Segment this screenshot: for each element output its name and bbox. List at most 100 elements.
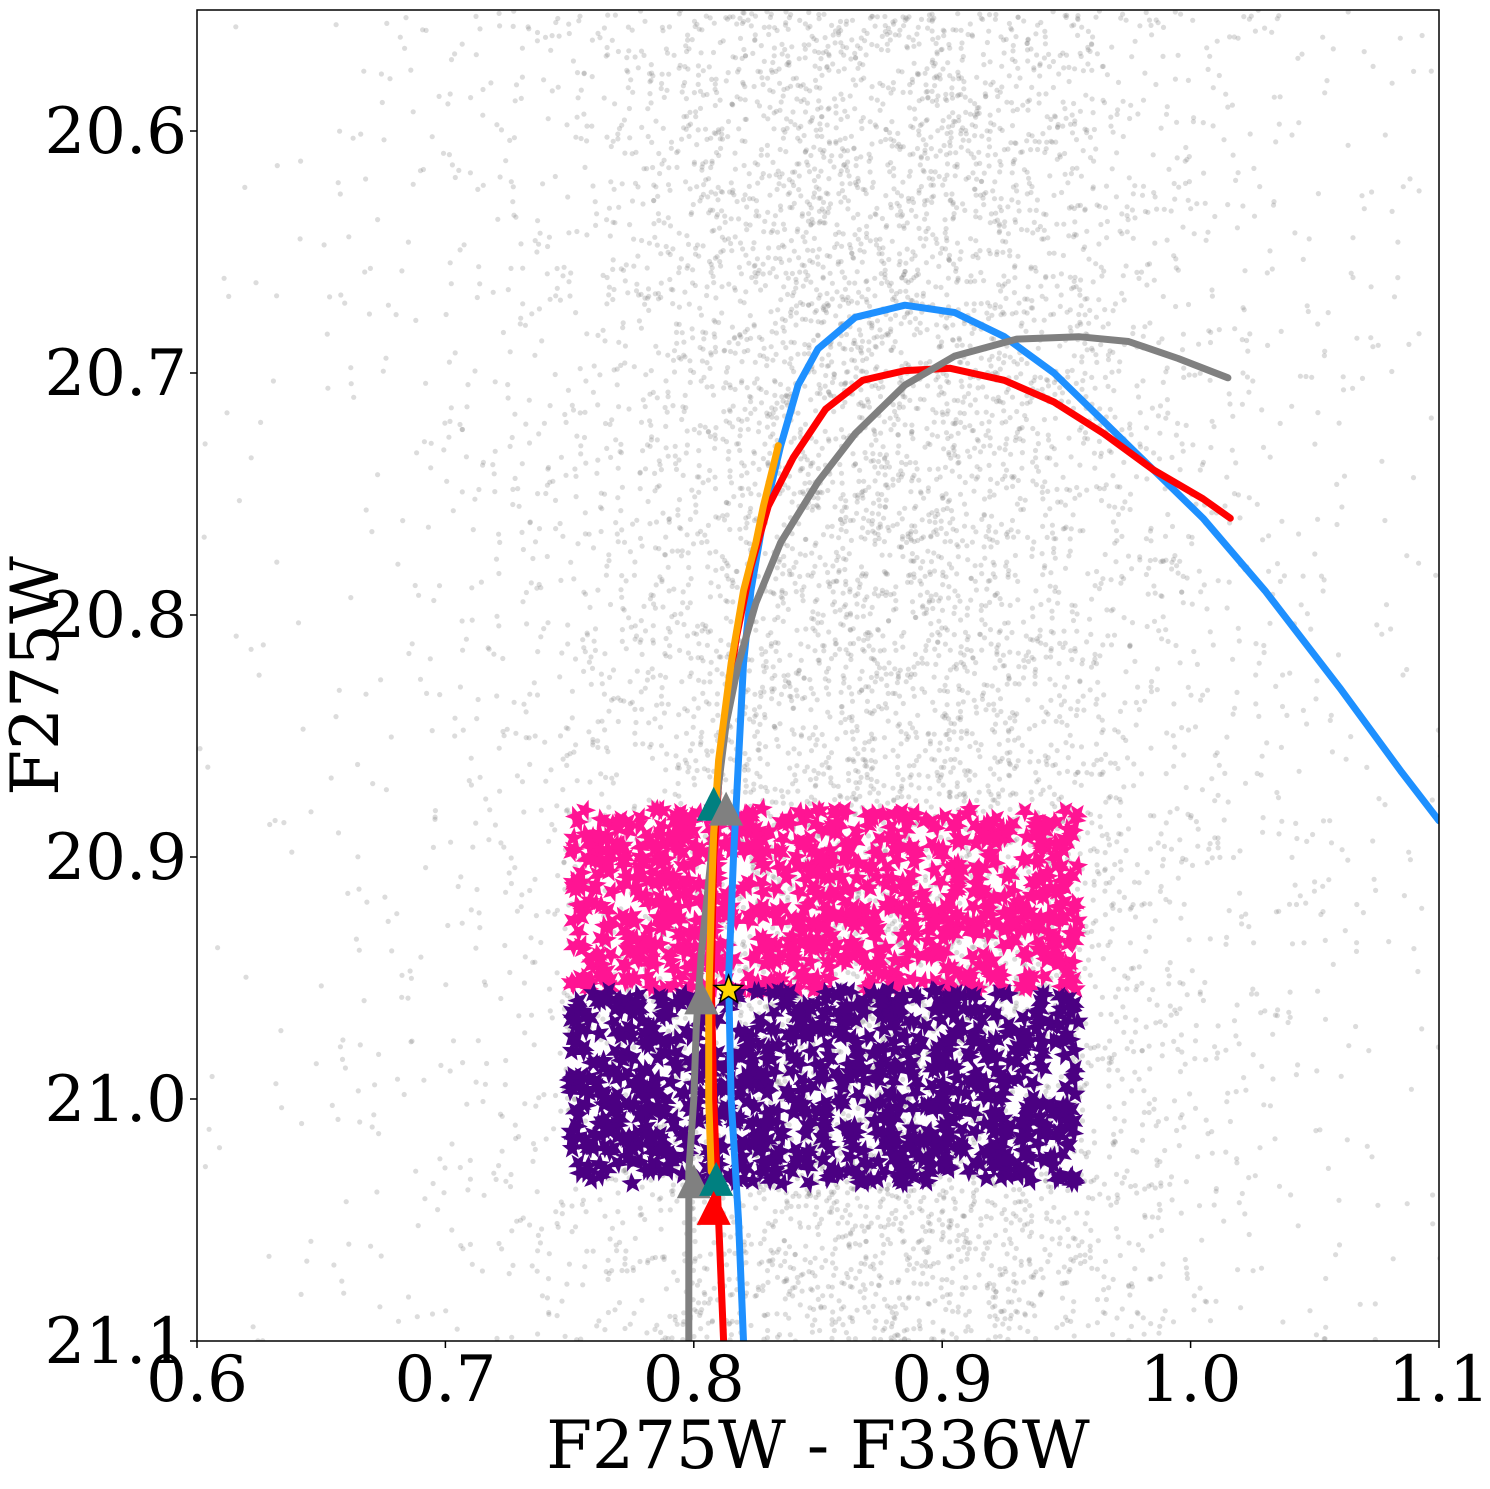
background-star xyxy=(907,774,913,781)
background-star xyxy=(1243,911,1249,917)
background-star xyxy=(911,275,917,281)
background-star xyxy=(1066,435,1072,441)
background-star xyxy=(1160,1041,1166,1047)
background-star xyxy=(1231,491,1238,497)
background-star xyxy=(1303,373,1309,380)
background-star xyxy=(1171,253,1177,259)
background-star xyxy=(406,650,412,657)
background-star xyxy=(973,161,979,167)
background-star xyxy=(482,1081,488,1087)
background-star xyxy=(606,284,613,290)
background-star xyxy=(756,1261,762,1267)
background-star xyxy=(962,768,968,774)
background-star xyxy=(1042,512,1049,518)
background-star xyxy=(788,119,794,125)
background-star xyxy=(729,739,735,745)
background-star xyxy=(1214,38,1220,44)
background-star xyxy=(867,611,873,617)
background-star xyxy=(1059,390,1066,396)
background-star xyxy=(335,180,341,186)
background-star xyxy=(724,560,730,566)
background-star xyxy=(905,1295,912,1301)
background-star xyxy=(1070,1055,1077,1061)
background-star xyxy=(1044,1210,1050,1216)
background-star xyxy=(986,419,992,425)
background-star xyxy=(539,338,545,344)
background-star xyxy=(963,301,970,307)
background-star xyxy=(533,1103,539,1109)
background-star xyxy=(370,781,376,787)
background-star xyxy=(1215,840,1221,846)
background-star xyxy=(624,67,630,73)
background-star xyxy=(732,350,738,356)
background-star xyxy=(677,647,683,654)
background-star xyxy=(958,249,964,255)
background-star xyxy=(877,236,883,242)
background-star xyxy=(928,534,934,540)
background-star xyxy=(868,1281,875,1287)
background-star xyxy=(988,82,994,88)
background-star xyxy=(768,813,774,820)
background-star xyxy=(787,1288,793,1294)
background-star xyxy=(972,278,978,284)
background-star xyxy=(42,976,47,981)
background-star xyxy=(726,281,732,287)
background-star xyxy=(787,765,793,771)
background-star xyxy=(1001,223,1007,229)
background-star xyxy=(1170,556,1177,562)
background-star xyxy=(701,182,707,188)
background-star xyxy=(958,1258,964,1264)
background-star xyxy=(959,1188,965,1194)
background-star xyxy=(983,533,989,540)
background-star xyxy=(914,466,920,472)
background-star xyxy=(1022,1207,1028,1213)
background-star xyxy=(509,1228,515,1234)
background-star xyxy=(942,539,948,545)
background-star xyxy=(1090,34,1096,40)
background-star xyxy=(833,436,839,442)
background-star xyxy=(832,652,838,658)
background-star xyxy=(852,1336,858,1341)
background-star xyxy=(1014,361,1021,367)
background-star xyxy=(784,85,791,91)
background-star xyxy=(883,497,889,503)
background-star xyxy=(1032,264,1038,271)
background-star xyxy=(895,68,902,74)
background-star xyxy=(765,1311,771,1317)
background-star xyxy=(1006,568,1012,574)
background-star xyxy=(634,668,640,674)
background-star xyxy=(1131,1049,1137,1055)
background-star xyxy=(782,129,788,135)
background-star xyxy=(457,247,463,253)
background-star xyxy=(756,1190,762,1196)
background-star xyxy=(986,357,993,363)
background-star xyxy=(586,659,593,665)
background-star xyxy=(762,550,768,557)
background-star xyxy=(949,468,955,474)
background-star xyxy=(879,590,885,597)
background-star xyxy=(648,1177,654,1183)
background-star xyxy=(660,125,666,131)
background-star xyxy=(681,621,687,628)
background-star xyxy=(1054,486,1060,492)
background-star xyxy=(1242,268,1248,274)
background-star xyxy=(974,410,980,416)
background-star xyxy=(870,458,877,464)
background-star xyxy=(991,1286,997,1292)
background-star xyxy=(849,250,855,256)
background-star xyxy=(1035,22,1041,28)
background-star xyxy=(440,150,447,156)
background-star xyxy=(1075,203,1081,209)
background-star xyxy=(817,85,823,91)
background-star xyxy=(1158,883,1164,890)
background-star xyxy=(1133,987,1139,993)
background-star xyxy=(1154,1002,1160,1008)
background-star xyxy=(601,691,608,697)
background-star xyxy=(829,280,836,286)
background-star xyxy=(926,730,932,736)
background-star xyxy=(793,322,799,328)
background-star xyxy=(917,1326,923,1332)
background-star xyxy=(430,1180,436,1187)
background-star xyxy=(1193,1022,1199,1029)
background-star xyxy=(1097,485,1103,492)
